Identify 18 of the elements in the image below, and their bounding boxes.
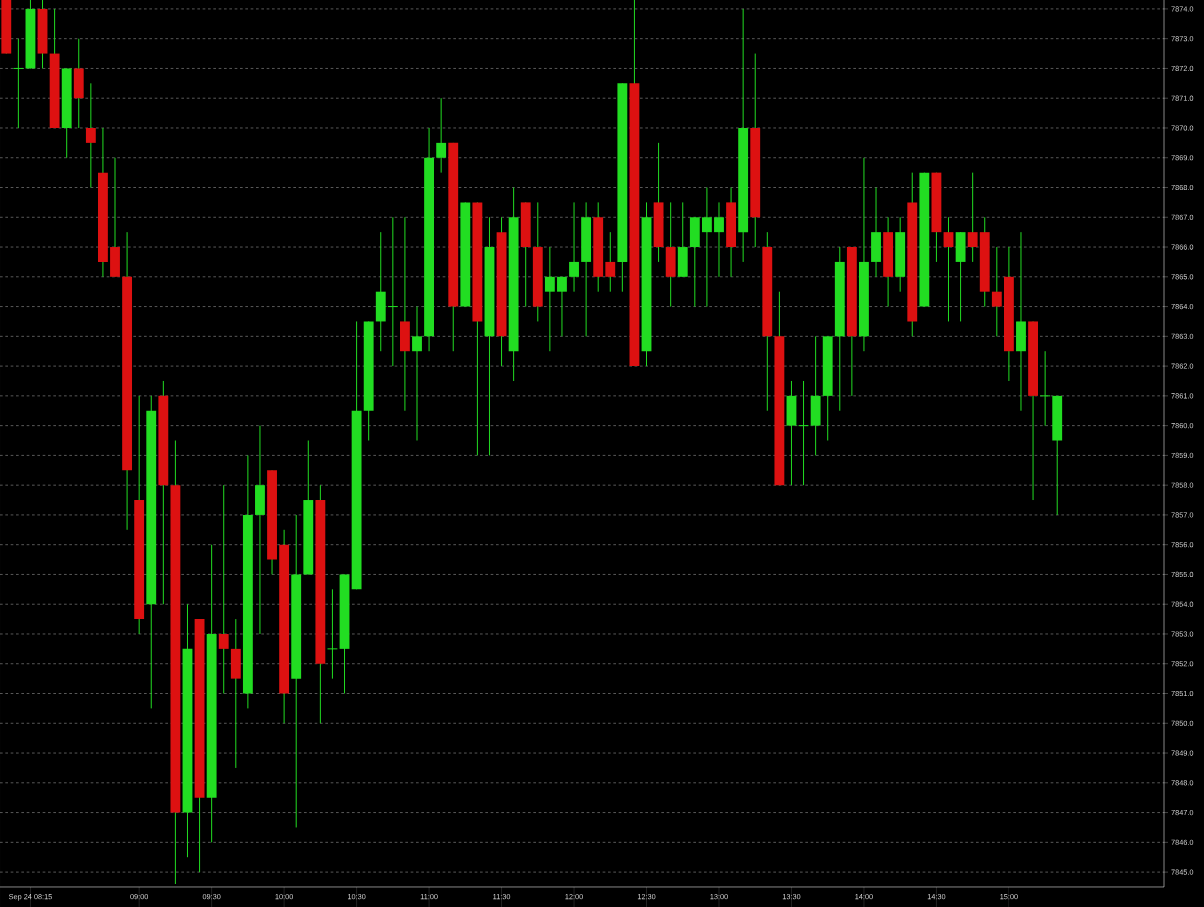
candlestick — [798, 380, 809, 486]
candlestick — [85, 82, 96, 189]
candlestick — [544, 246, 555, 352]
candlestick — [943, 216, 954, 322]
candlestick — [714, 201, 724, 278]
candlestick — [218, 484, 229, 695]
candlestick — [1039, 350, 1051, 427]
candlestick — [412, 306, 422, 442]
candlestick — [327, 588, 338, 680]
candlestick — [387, 216, 399, 367]
candlestick — [967, 172, 978, 263]
candlestick — [701, 187, 712, 308]
candlestick — [12, 38, 24, 129]
candlestick — [436, 97, 447, 174]
candlestick — [605, 231, 616, 293]
candlestick — [991, 246, 1002, 337]
candlestick — [557, 276, 567, 337]
candlestick — [569, 201, 579, 293]
